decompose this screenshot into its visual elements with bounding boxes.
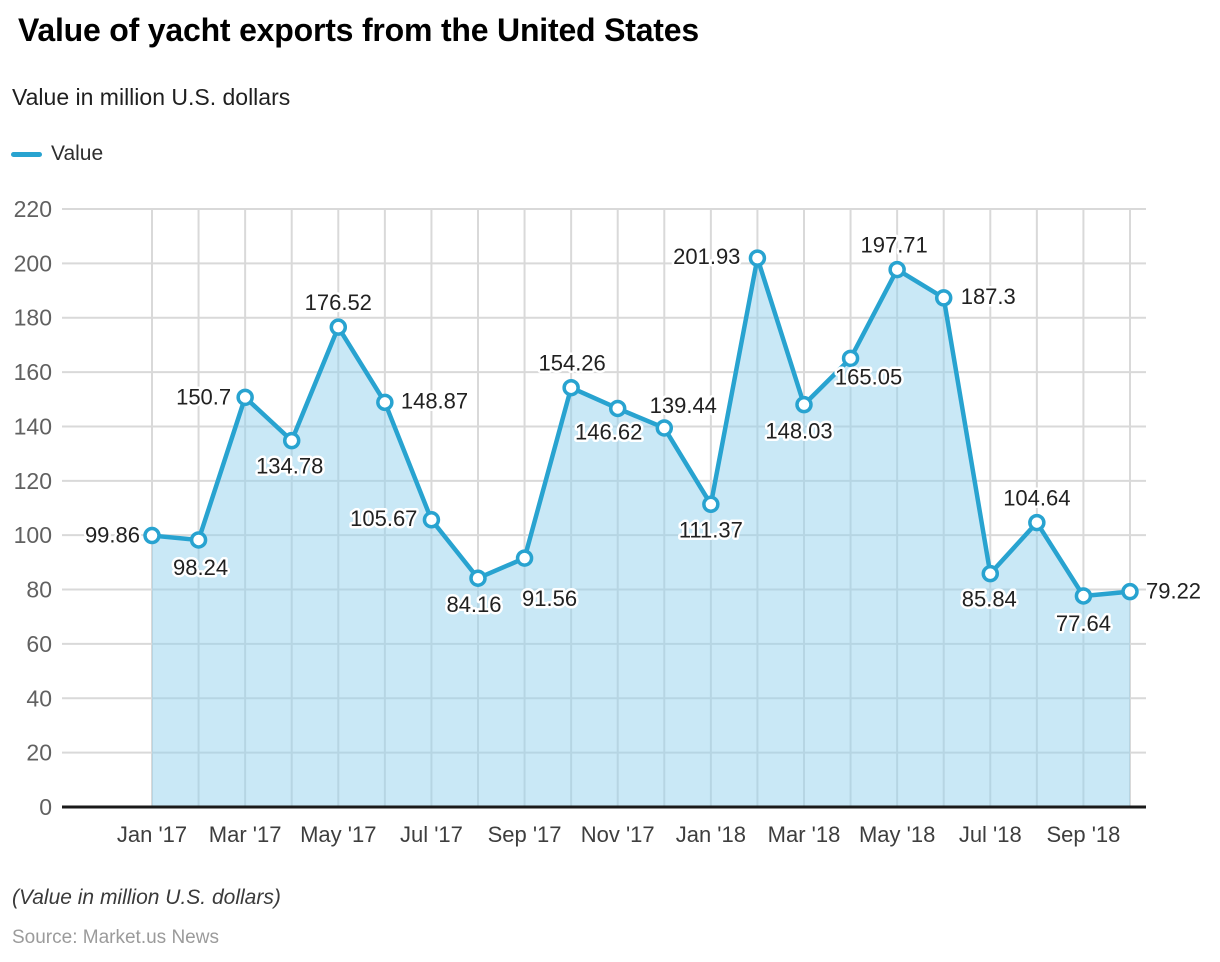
data-point-label: 99.86 — [85, 523, 140, 548]
data-point-marker[interactable] — [329, 318, 348, 336]
data-point-label: 77.64 — [1056, 611, 1111, 636]
data-point-marker[interactable] — [888, 260, 906, 279]
x-axis-label: May '18 — [859, 822, 935, 847]
data-point-marker[interactable] — [608, 399, 627, 418]
data-point-marker[interactable] — [981, 564, 1000, 583]
data-point-label: 85.84 — [962, 587, 1017, 612]
x-axis-label: Sep '17 — [488, 822, 562, 847]
legend-label: Value — [51, 142, 104, 165]
data-point-label: 176.52 — [305, 290, 372, 315]
y-axis-label: 60 — [26, 631, 52, 657]
data-point-label: 134.78 — [256, 454, 323, 479]
data-point-label: 91.56 — [522, 586, 577, 611]
data-point-label: 79.22 — [1146, 579, 1201, 604]
chart-footnote: (Value in million U.S. dollars) — [12, 886, 281, 909]
data-point-marker[interactable] — [795, 395, 813, 414]
data-point-marker[interactable] — [934, 289, 953, 307]
data-point-marker[interactable] — [1028, 513, 1046, 532]
data-point-label: 104.64 — [1003, 486, 1070, 511]
x-axis-label: Mar '17 — [209, 822, 282, 847]
data-point-marker[interactable] — [1074, 587, 1093, 605]
legend-item-value[interactable]: Value — [11, 142, 103, 166]
data-point-marker[interactable] — [282, 431, 301, 450]
data-point-marker[interactable] — [469, 569, 487, 587]
data-point-marker[interactable] — [748, 249, 767, 267]
x-axis-label: Jul '18 — [959, 822, 1022, 847]
data-point-label: 154.26 — [538, 351, 605, 376]
y-axis-label: 200 — [14, 250, 52, 276]
y-axis-label: 80 — [26, 577, 52, 603]
x-axis-label: Sep '18 — [1046, 822, 1120, 847]
y-axis-label: 160 — [14, 359, 52, 385]
series-line — [149, 255, 1133, 599]
data-point-label: 148.87 — [401, 388, 468, 413]
data-point-marker[interactable] — [562, 378, 580, 397]
data-point-label: 201.93 — [673, 244, 740, 269]
data-point-marker[interactable] — [189, 531, 208, 549]
y-axis-label: 40 — [26, 685, 52, 711]
data-point-label: 139.44 — [650, 393, 717, 418]
data-point-marker[interactable] — [841, 349, 860, 368]
data-point-marker[interactable] — [655, 419, 674, 437]
data-point-label: 150.7 — [176, 384, 231, 409]
y-axis-label: 100 — [14, 522, 52, 548]
data-point-label: 187.3 — [961, 284, 1016, 309]
y-axis-label: 120 — [14, 468, 52, 494]
chart: 0 20 40 60 80 100 120 140 160 180 200 220 Jan '17 Mar… — [13, 196, 1202, 847]
y-axis-label: 0 — [39, 794, 52, 820]
data-point-label: 98.24 — [173, 555, 228, 580]
data-point-label: 165.05 — [835, 364, 902, 389]
x-axis-label: May '17 — [300, 822, 376, 847]
page-subtitle: Value in million U.S. dollars — [12, 84, 291, 110]
x-axis-label: Jan '18 — [676, 822, 746, 847]
legend: Value — [11, 142, 103, 166]
x-axis-label: Jul '17 — [400, 822, 463, 847]
y-axis-label: 180 — [14, 305, 52, 331]
data-point-label: 146.62 — [575, 419, 642, 444]
data-point-marker[interactable] — [702, 495, 720, 514]
legend-line-swatch-icon — [11, 151, 42, 157]
data-point-marker[interactable] — [422, 511, 441, 529]
area-fill — [152, 258, 1130, 807]
data-point-label: 111.37 — [679, 517, 743, 542]
data-point-marker[interactable] — [143, 526, 161, 545]
x-axis-label: Nov '17 — [581, 822, 655, 847]
source-credit: Source: Market.us News — [12, 927, 219, 948]
data-point-marker[interactable] — [376, 393, 394, 412]
x-axis-label: Mar '18 — [768, 822, 841, 847]
data-point-marker[interactable] — [1121, 582, 1139, 601]
page-title: Value of yacht exports from the United S… — [18, 12, 699, 48]
data-point-label: 148.03 — [765, 419, 832, 444]
data-point-label: 84.16 — [446, 592, 501, 617]
data-point-label: 105.67 — [350, 506, 417, 531]
x-axis-label: Jan '17 — [117, 822, 187, 847]
data-point-marker[interactable] — [236, 388, 254, 407]
y-axis-label: 20 — [26, 740, 52, 766]
data-point-label: 197.71 — [860, 233, 927, 258]
y-axis-label: 220 — [14, 196, 52, 222]
y-axis-label: 140 — [14, 413, 52, 439]
data-point-marker[interactable] — [515, 549, 534, 567]
